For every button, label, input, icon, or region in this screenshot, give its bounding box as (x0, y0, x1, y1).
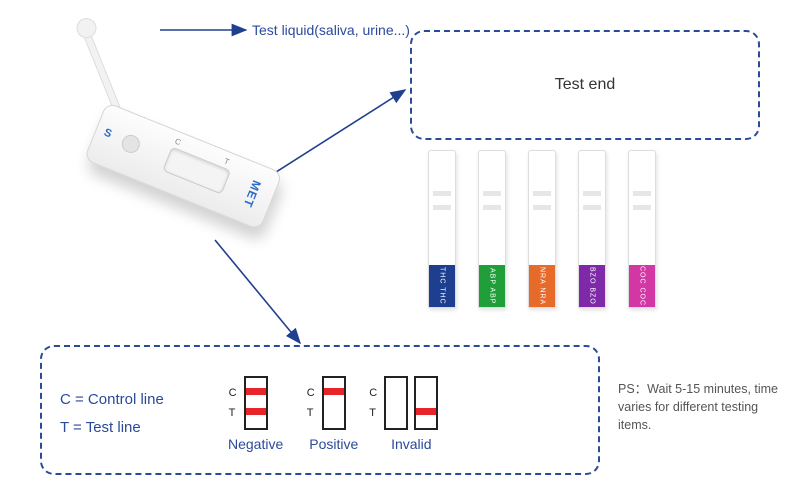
cassette-c-marker: C (174, 137, 183, 148)
strip-base: NRA NRA (529, 265, 555, 307)
cassette-brand-label: MET (240, 178, 264, 210)
test-strip: COC COC (628, 150, 656, 308)
ct-labels: C T (369, 383, 377, 423)
cassette-result-window (162, 146, 231, 194)
cassette-s-marker: S (102, 127, 113, 141)
arrow-results-line (215, 240, 300, 343)
ps-note: PS：Wait 5-15 minutes, time varies for di… (618, 380, 790, 434)
mini-strip-invalid-a (384, 376, 408, 430)
ct-labels: C T (307, 383, 315, 423)
strip-label: COC COC (639, 266, 646, 306)
cassette-t-marker: T (223, 157, 231, 167)
label-negative: Negative (228, 436, 283, 452)
result-invalid: C T Invalid (384, 376, 438, 452)
strip-label: BZO BZO (589, 267, 596, 305)
test-strips-group: THC THC ABP ABP NRA NRA BZO BZO COC COC (428, 150, 656, 308)
legend-t: T = Test line (60, 414, 210, 443)
test-strip: NRA NRA (528, 150, 556, 308)
results-row: C T Negative C T Po (228, 376, 438, 452)
test-strip: ABP ABP (478, 150, 506, 308)
strip-label: NRA NRA (539, 267, 546, 305)
strip-base: COC COC (629, 265, 655, 307)
result-positive: C T Positive (309, 376, 358, 452)
ct-labels: C T (229, 383, 237, 423)
mini-strip-negative (244, 376, 268, 430)
mini-strip-positive (322, 376, 346, 430)
strip-label: ABP ABP (489, 268, 496, 304)
mini-strip-invalid-b (414, 376, 438, 430)
test-strip: BZO BZO (578, 150, 606, 308)
strip-base: BZO BZO (579, 265, 605, 307)
legend-c: C = Control line (60, 386, 210, 415)
results-box: C = Control line T = Test line C T Negat… (40, 345, 600, 475)
test-end-box: Test end (410, 30, 760, 140)
legend: C = Control line T = Test line (60, 386, 210, 443)
test-strip: THC THC (428, 150, 456, 308)
label-positive: Positive (309, 436, 358, 452)
test-end-label: Test end (555, 76, 615, 94)
strip-label: THC THC (439, 267, 446, 305)
strip-base: THC THC (429, 265, 455, 307)
result-negative: C T Negative (228, 376, 283, 452)
label-invalid: Invalid (391, 436, 431, 452)
cassette-sample-well (119, 132, 142, 155)
strip-base: ABP ABP (479, 265, 505, 307)
